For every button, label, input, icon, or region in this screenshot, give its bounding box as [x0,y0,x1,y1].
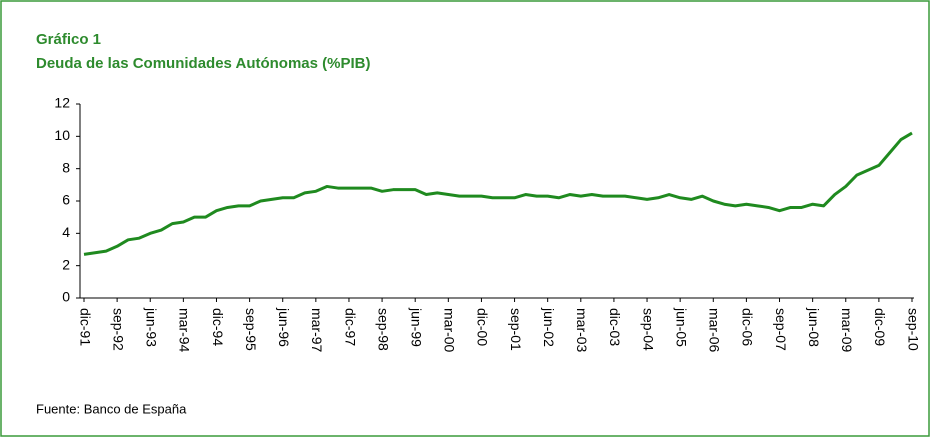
y-tick-label: 0 [62,289,70,305]
y-tick-label: 12 [54,95,70,111]
x-tick-label: jun-08 [806,307,822,347]
x-tick-label: mar-03 [574,308,590,353]
x-tick-label: sep-07 [773,308,789,351]
x-tick-label: jun-93 [144,307,160,347]
y-tick-label: 6 [62,192,70,208]
x-tick-label: sep-01 [508,308,524,351]
x-tick-label: dic-09 [872,308,888,346]
x-tick-label: dic-03 [607,308,623,346]
data-line [83,131,913,256]
x-tick-label: sep-98 [375,308,391,351]
y-tick-label: 8 [62,159,70,175]
y-tick-label: 4 [62,224,70,240]
y-tick-label: 2 [62,256,70,272]
x-tick-label: sep-10 [905,308,921,351]
x-tick-label: sep-92 [110,308,126,351]
x-tick-label: dic-94 [210,308,226,346]
x-tick-label: mar-97 [309,308,325,353]
x-tick-label: mar-00 [442,308,458,353]
x-tick-label: sep-04 [640,308,656,351]
source-note: Fuente: Banco de España [36,401,187,416]
x-tick-label: dic-91 [77,308,93,346]
chart-title: Gráfico 1 [36,31,101,48]
x-tick-label: dic-97 [342,308,358,346]
x-tick-label: jun-99 [408,307,424,347]
x-tick-label: dic-00 [475,308,491,346]
x-tick-label: mar-09 [839,308,855,353]
x-tick-label: jun-02 [541,307,557,347]
x-tick-label: mar-06 [707,308,723,353]
x-tick-label: mar-94 [177,308,193,353]
y-tick-label: 10 [54,127,70,143]
x-tick-label: jun-96 [276,307,292,347]
x-tick-label: sep-95 [243,308,259,351]
x-tick-label: dic-06 [740,308,756,346]
x-tick-label: jun-05 [673,307,689,347]
chart-subtitle: Deuda de las Comunidades Autónomas (%PIB… [36,55,371,72]
